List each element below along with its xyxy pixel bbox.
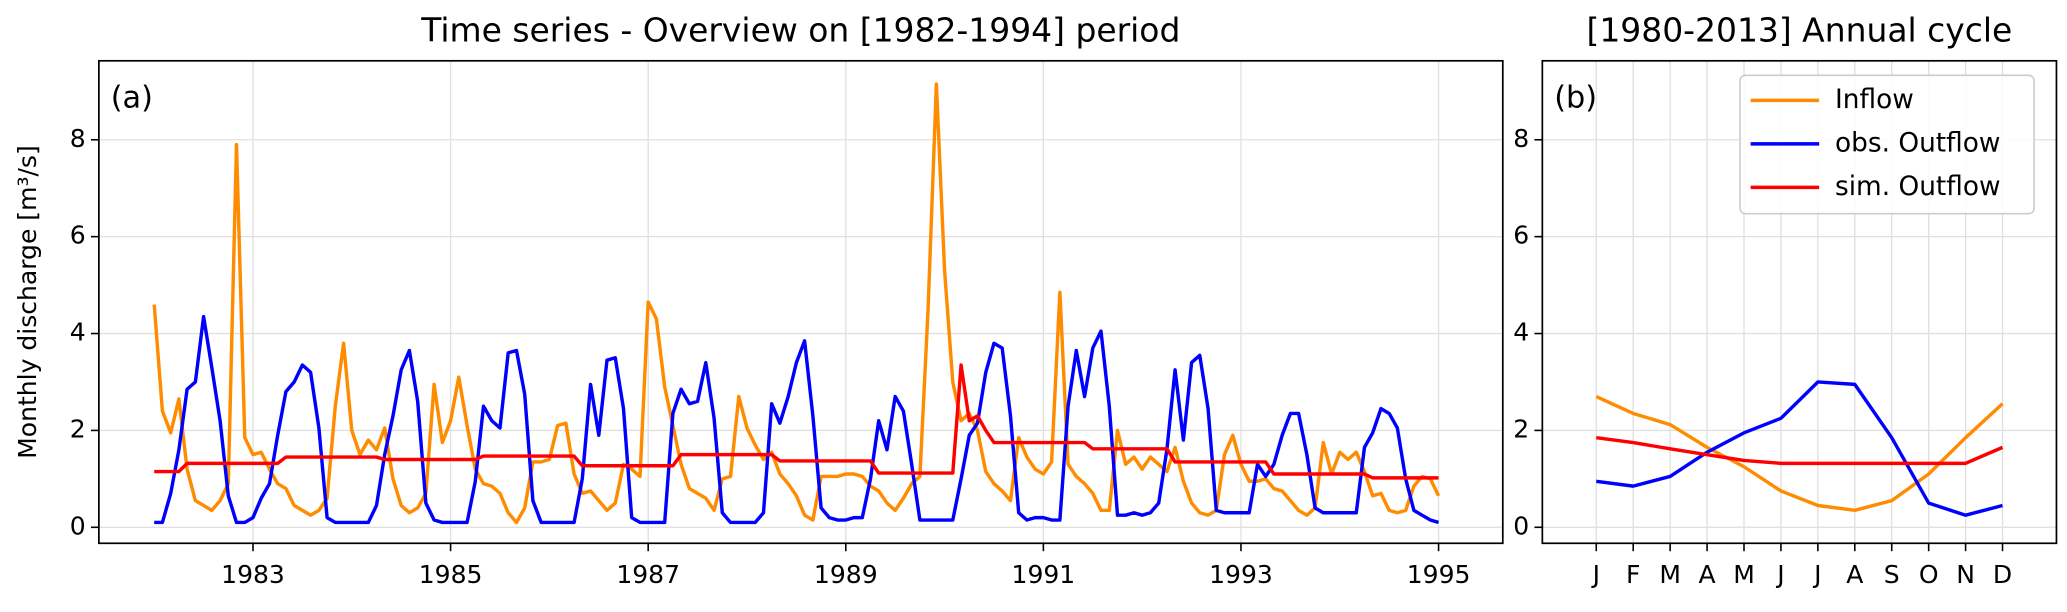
x-tick-label: M	[1733, 560, 1755, 589]
x-tick-label: J	[1591, 560, 1600, 589]
x-tick-label: N	[1956, 560, 1975, 589]
legend-label: Inflow	[1835, 85, 1914, 115]
x-tick-label: 1995	[1407, 560, 1471, 589]
y-tick-label: 0	[1513, 511, 1529, 540]
legend-box	[1739, 74, 2035, 215]
y-tick-label: 8	[1513, 124, 1529, 153]
x-tick-label: M	[1659, 560, 1681, 589]
x-tick-label: A	[1846, 560, 1863, 589]
legend-label: sim. Outflow	[1835, 172, 2001, 202]
x-tick-label: S	[1884, 560, 1900, 589]
x-tick-label: D	[1993, 560, 2012, 589]
x-tick-label: 1993	[1209, 560, 1273, 589]
y-tick-label: 4	[70, 318, 86, 347]
series-line	[154, 314, 1440, 525]
y-tick-label: 2	[1513, 414, 1529, 443]
legend-label: obs. Outflow	[1835, 128, 2000, 158]
plot-frame	[1541, 59, 2058, 545]
x-tick-label: J	[1812, 560, 1821, 589]
x-tick-label: J	[1775, 560, 1784, 589]
y-axis-label: Monthly discharge [m³/s]	[13, 145, 42, 459]
x-tick-label: A	[1699, 560, 1716, 589]
chart-title: Time series - Overview on [1982-1994] pe…	[420, 10, 1180, 49]
series-line	[154, 363, 1439, 480]
x-tick-label: 1985	[419, 560, 483, 589]
panel-label: (a)	[111, 81, 153, 116]
series-line	[1596, 380, 2003, 517]
panel-label: (b)	[1554, 81, 1597, 116]
x-tick-label: 1989	[814, 560, 878, 589]
y-tick-label: 0	[70, 511, 86, 540]
y-tick-label: 8	[70, 124, 86, 153]
x-tick-label: 1991	[1012, 560, 1076, 589]
x-tick-label: F	[1626, 560, 1640, 589]
chart-title: [1980-2013] Annual cycle	[1586, 10, 2012, 49]
x-tick-label: 1983	[221, 560, 285, 589]
y-tick-label: 6	[1513, 221, 1529, 250]
y-tick-label: 4	[1513, 318, 1529, 347]
plot-frame	[98, 59, 1504, 545]
x-tick-label: 1987	[616, 560, 680, 589]
series-line	[1596, 435, 2004, 466]
y-tick-label: 6	[70, 221, 86, 250]
y-tick-label: 2	[70, 414, 86, 443]
series-line	[1595, 394, 2004, 513]
x-tick-label: O	[1919, 560, 1939, 589]
series-line	[152, 82, 1441, 525]
